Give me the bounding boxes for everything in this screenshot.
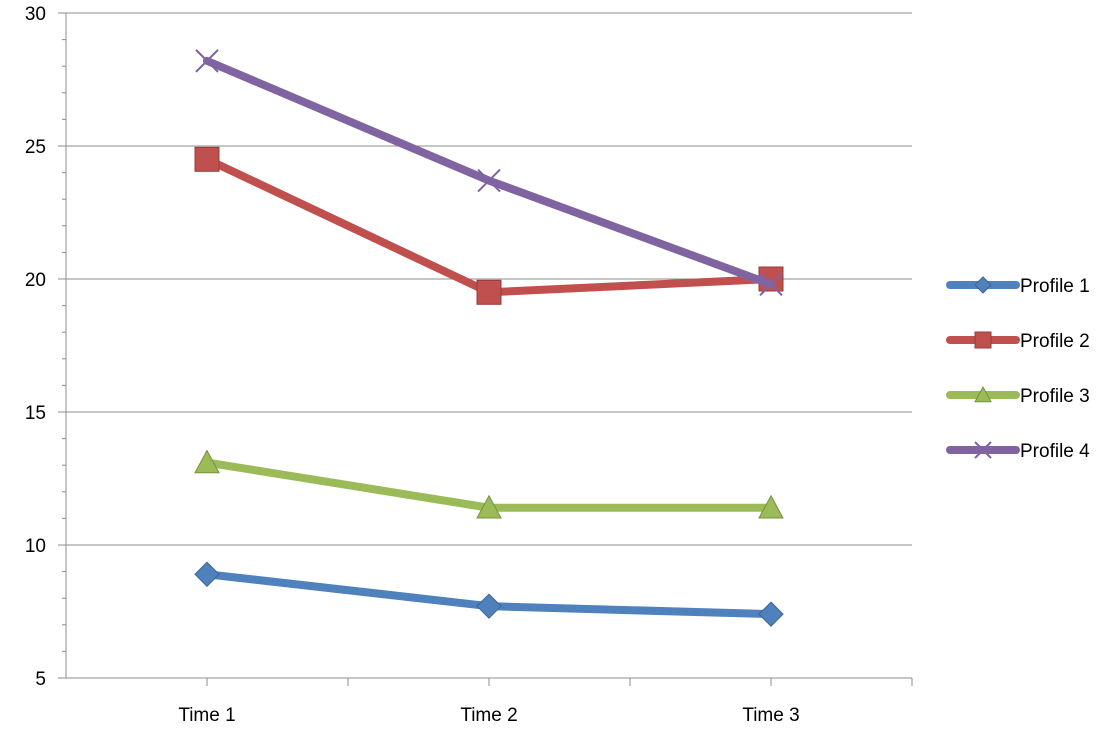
y-tick-label: 30 bbox=[25, 4, 46, 25]
series-3 bbox=[194, 449, 784, 519]
gridlines bbox=[66, 12, 912, 546]
series-group bbox=[194, 49, 784, 627]
legend-entry: Profile 4 bbox=[946, 441, 1090, 462]
legend-swatch-marker bbox=[974, 331, 992, 349]
y-tick-label: 20 bbox=[25, 270, 46, 291]
series-4 bbox=[195, 49, 783, 297]
y-tick-label: 25 bbox=[25, 137, 46, 158]
x-tick-label: Time 2 bbox=[460, 705, 517, 726]
data-point-marker bbox=[759, 272, 783, 297]
data-point-marker bbox=[194, 146, 220, 172]
series-line bbox=[203, 56, 775, 289]
data-point-marker bbox=[194, 449, 220, 474]
legend-swatch-marker bbox=[974, 276, 992, 294]
legend-swatch-marker bbox=[974, 441, 992, 459]
legend-label: Profile 3 bbox=[1020, 386, 1090, 407]
legend-entry: Profile 1 bbox=[946, 276, 1090, 297]
data-point-marker bbox=[476, 593, 502, 619]
legend-entry: Profile 2 bbox=[946, 331, 1090, 352]
y-tick-label: 15 bbox=[25, 403, 46, 424]
series-1 bbox=[194, 561, 784, 627]
axes: 5 10 15 20 25 30 Time 1 Time 2 Time 3 bbox=[25, 4, 913, 726]
y-tick-label: 5 bbox=[35, 669, 46, 690]
legend: Profile 1 Profile 2 Profile 3 Profile 4 bbox=[946, 276, 1090, 462]
x-tick-label: Time 1 bbox=[178, 705, 235, 726]
legend-entry: Profile 3 bbox=[946, 385, 1090, 407]
legend-swatch-marker bbox=[974, 385, 992, 403]
series-2 bbox=[194, 146, 784, 305]
data-point-marker bbox=[195, 49, 219, 73]
y-tick-label: 10 bbox=[25, 536, 46, 557]
data-point-marker bbox=[476, 494, 502, 519]
data-point-marker bbox=[758, 601, 784, 627]
legend-label: Profile 1 bbox=[1020, 276, 1090, 297]
data-point-marker bbox=[758, 494, 784, 519]
data-point-marker bbox=[477, 168, 501, 193]
legend-label: Profile 4 bbox=[1020, 441, 1090, 462]
data-point-marker bbox=[194, 561, 220, 587]
x-tick-label: Time 3 bbox=[742, 705, 799, 726]
data-point-marker bbox=[476, 279, 502, 305]
legend-label: Profile 2 bbox=[1020, 331, 1090, 352]
